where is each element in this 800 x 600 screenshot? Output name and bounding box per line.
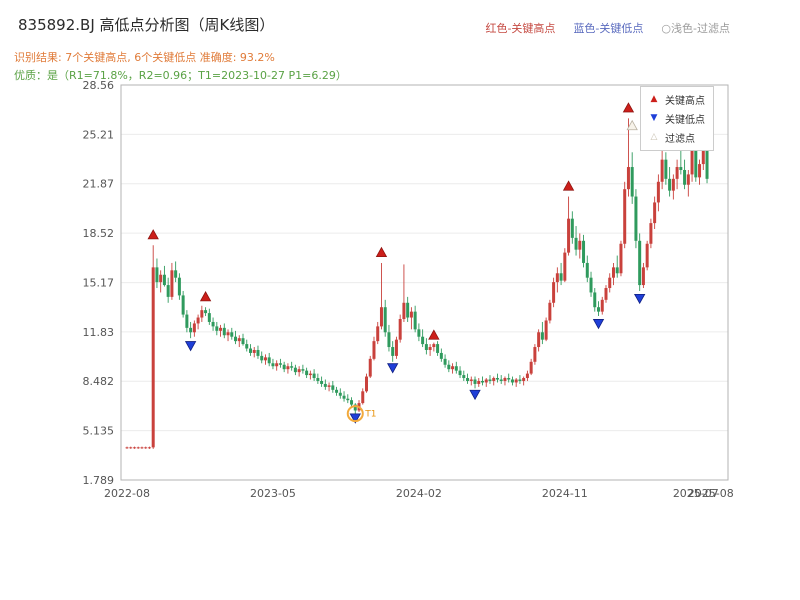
recognition-result-text: 识别结果: 7个关键高点, 6个关键低点 准确度: 93.2% bbox=[14, 51, 275, 64]
svg-text:2022-08: 2022-08 bbox=[104, 487, 150, 500]
legend-row-key-low: ▼ 关键低点 bbox=[649, 111, 705, 127]
top-legend-filtered: ○浅色-过滤点 bbox=[661, 22, 730, 35]
svg-text:15.17: 15.17 bbox=[83, 277, 115, 290]
filtered-triangle-icon: △ bbox=[650, 132, 658, 142]
page-title: 835892.BJ 高低点分析图（周K线图） bbox=[18, 16, 275, 34]
svg-text:2025-07: 2025-07 bbox=[673, 487, 719, 500]
filtered-label: 过滤点 bbox=[665, 134, 695, 145]
key-high-label: 关键高点 bbox=[665, 96, 705, 107]
svg-text:2025-08: 2025-08 bbox=[688, 487, 734, 500]
legend-row-filtered: △ 过滤点 bbox=[649, 130, 705, 146]
key-high-triangle-icon: ▲ bbox=[650, 94, 658, 104]
legend-row-key-high: ▲ 关键高点 bbox=[649, 92, 705, 108]
svg-text:11.83: 11.83 bbox=[83, 326, 115, 339]
svg-text:18.52: 18.52 bbox=[83, 227, 115, 240]
top-legend-key-high: 红色-关键高点 bbox=[485, 22, 556, 35]
top-legend: 红色-关键高点 蓝色-关键低点 ○浅色-过滤点 bbox=[485, 20, 730, 36]
chart-legend-box: ▲ 关键高点 ▼ 关键低点 △ 过滤点 bbox=[640, 86, 714, 151]
svg-text:28.56: 28.56 bbox=[83, 79, 115, 92]
svg-text:8.482: 8.482 bbox=[83, 375, 115, 388]
svg-text:1.789: 1.789 bbox=[83, 474, 115, 487]
svg-text:2024-11: 2024-11 bbox=[542, 487, 588, 500]
key-low-triangle-icon: ▼ bbox=[650, 113, 658, 123]
top-legend-key-low: 蓝色-关键低点 bbox=[573, 22, 644, 35]
svg-text:T1: T1 bbox=[364, 410, 376, 420]
svg-text:2024-02: 2024-02 bbox=[396, 487, 442, 500]
svg-text:25.21: 25.21 bbox=[83, 128, 115, 141]
svg-text:2023-05: 2023-05 bbox=[250, 487, 296, 500]
svg-text:5.135: 5.135 bbox=[83, 425, 115, 438]
key-low-label: 关键低点 bbox=[665, 115, 705, 126]
quality-text: 优质：是（R1=71.8%，R2=0.96；T1=2023-10-27 P1=6… bbox=[14, 69, 347, 82]
svg-text:21.87: 21.87 bbox=[83, 178, 115, 191]
